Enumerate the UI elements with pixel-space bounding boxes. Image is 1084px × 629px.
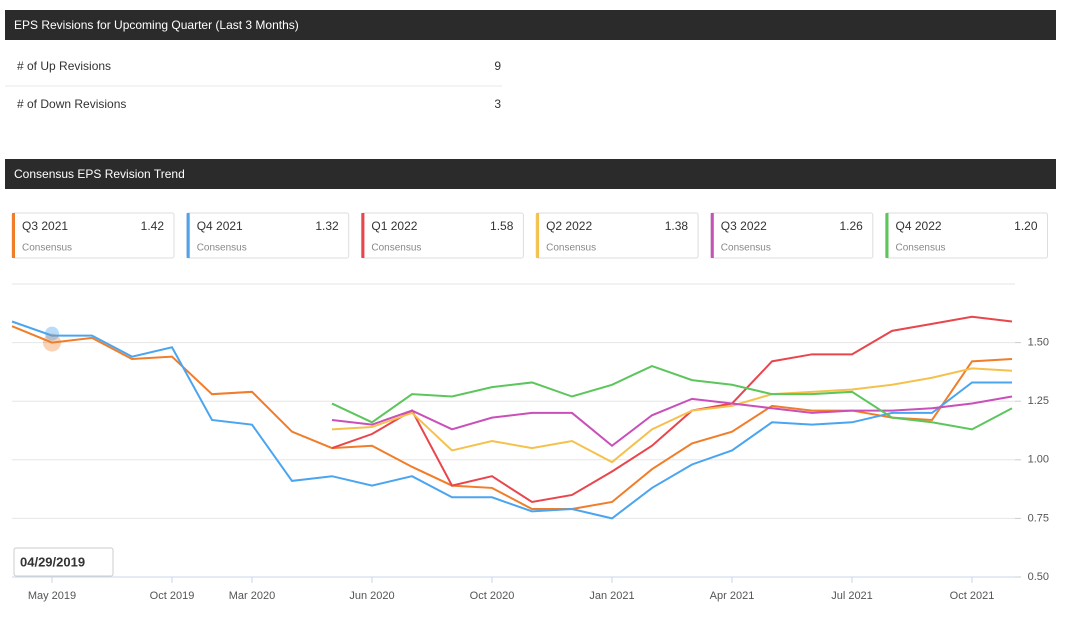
series-line [331, 315, 1013, 504]
cards: Q3 2021 1.42 Consensus Q4 2021 1.32 Consensus… [11, 212, 1048, 259]
x-tick-label: Jan 2021 [589, 590, 634, 602]
x-tick-label: Mar 2020 [229, 590, 275, 602]
card-value: 1.32 [315, 219, 339, 233]
card-caption: Consensus [197, 243, 247, 254]
series-card[interactable]: Q3 2022 1.26 Consensus [710, 212, 874, 259]
section-title: EPS Revisions for Upcoming Quarter (Last… [14, 18, 299, 32]
section-header-bar [5, 159, 1056, 189]
card-value: 1.58 [490, 219, 514, 233]
y-tick-label: 0.50 [1028, 571, 1049, 583]
x-tick-label: Oct 2020 [470, 590, 515, 602]
card-accent [186, 213, 190, 258]
series-line [331, 395, 1013, 448]
card-name: Q4 2022 [896, 219, 942, 233]
card-name: Q3 2022 [721, 219, 767, 233]
y-tick-label: 0.75 [1028, 512, 1049, 524]
card-caption: Consensus [721, 243, 771, 254]
x-tick-label: May 2019 [28, 590, 76, 602]
tooltip-box [13, 547, 114, 577]
card-value: 1.26 [839, 219, 863, 233]
x-tick-label: Apr 2021 [710, 590, 755, 602]
card-caption: Consensus [371, 243, 421, 254]
x-tick-label: Jun 2020 [349, 590, 394, 602]
card-name: Q2 2022 [546, 219, 592, 233]
card-value: 1.38 [665, 219, 689, 233]
card-caption: Consensus [546, 243, 596, 254]
series-line [11, 320, 1012, 520]
series-line [331, 364, 1013, 431]
x-tick-label: Jul 2021 [831, 590, 873, 602]
series-line [11, 325, 1013, 511]
y-tick-label: 1.50 [1028, 337, 1049, 349]
series-card[interactable]: Q3 2021 1.42 Consensus [11, 212, 175, 259]
card-caption: Consensus [22, 243, 72, 254]
card-value: 1.20 [1014, 219, 1038, 233]
y-tick-label: 1.00 [1028, 454, 1049, 466]
row-value: 9 [494, 59, 501, 73]
hover-marker [45, 326, 59, 341]
card-accent [536, 213, 540, 258]
series-card[interactable]: Q2 2022 1.38 Consensus [535, 212, 699, 259]
chart: 0.50 0.75 1.00 1.25 1.50 May 2019 Oct 2019 Mar … [11, 283, 1049, 602]
card-accent [12, 213, 15, 258]
series-card[interactable]: Q4 2022 1.20 Consensus [885, 212, 1048, 259]
card-accent [885, 213, 889, 258]
row-value: 3 [494, 97, 501, 111]
section-title: Consensus EPS Revision Trend [14, 167, 185, 181]
card-name: Q1 2022 [371, 219, 417, 233]
row-label: # of Down Revisions [17, 97, 126, 111]
card-name: Q3 2021 [22, 219, 68, 233]
series-line [331, 367, 1013, 464]
y-tick-label: 1.25 [1028, 395, 1049, 407]
hover-marker [43, 333, 61, 352]
tooltip-text: 04/29/2019 [20, 554, 85, 569]
section-header-bar [5, 10, 1056, 40]
card-accent [710, 213, 714, 258]
series-card[interactable]: Q1 2022 1.58 Consensus [360, 212, 524, 259]
card-value: 1.42 [141, 219, 165, 233]
series-card[interactable]: Q4 2021 1.32 Consensus [186, 212, 350, 259]
x-tick-label: Oct 2019 [150, 590, 195, 602]
card-caption: Consensus [896, 243, 946, 254]
x-tick-label: Oct 2021 [950, 590, 995, 602]
card-accent [361, 213, 365, 258]
card-name: Q4 2021 [197, 219, 243, 233]
row-label: # of Up Revisions [17, 59, 111, 73]
